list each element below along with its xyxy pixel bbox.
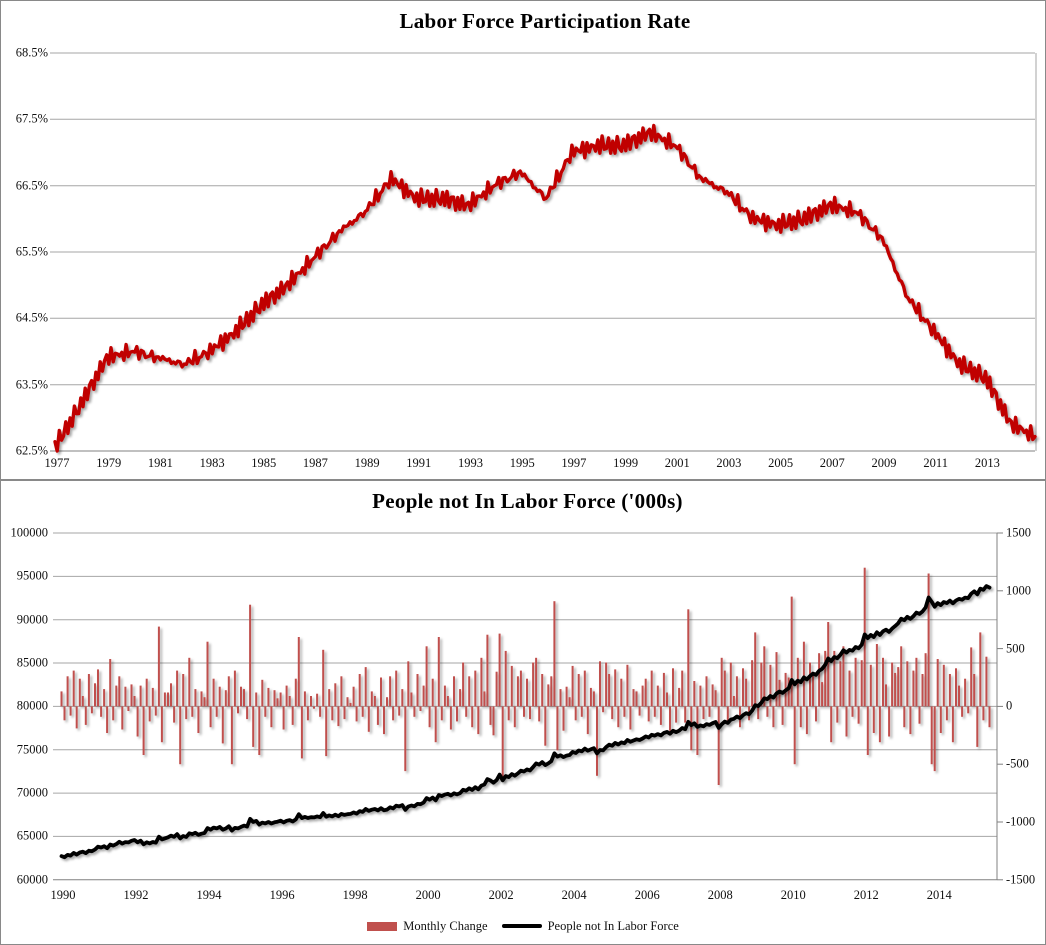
bottom-x-tick-label: 2010 — [780, 888, 806, 902]
top-x-tick-label: 1983 — [199, 456, 225, 470]
bottom-left-tick-label: 75000 — [16, 742, 48, 757]
top-x-tick-label: 1991 — [406, 456, 432, 470]
bottom-x-tick-label: 2002 — [488, 888, 514, 902]
legend-item-nilf-line: People not In Labor Force — [501, 918, 679, 934]
bottom-right-tick-label: -1000 — [1006, 814, 1036, 829]
bottom-left-tick-label: 60000 — [16, 872, 48, 887]
bottom-x-tick-label: 2006 — [634, 888, 660, 902]
top-x-tick-label: 1977 — [44, 456, 70, 470]
bottom-left-tick-label: 70000 — [16, 785, 48, 800]
nilf-line-swatch-icon — [501, 924, 542, 928]
bottom-x-tick-label: 1998 — [342, 888, 368, 902]
top-x-tick-label: 1995 — [509, 456, 535, 470]
top-y-tick-label: 67.5% — [15, 111, 48, 126]
top-y-tick-label: 65.5% — [15, 244, 48, 259]
top-y-tick-label: 64.5% — [15, 310, 48, 325]
top-y-tick-label: 63.5% — [15, 377, 48, 392]
bottom-x-tick-label: 2004 — [561, 888, 587, 902]
top-x-tick-label: 1993 — [458, 456, 483, 470]
legend: Monthly Change People not In Labor Force — [0, 916, 1046, 936]
top-x-tick-label: 1985 — [251, 456, 277, 470]
bottom-right-tick-label: 1500 — [1006, 525, 1031, 540]
bottom-right-tick-label: 1000 — [1006, 583, 1031, 598]
bottom-left-tick-label: 100000 — [10, 525, 49, 540]
bottom-x-tick-label: 1996 — [269, 888, 295, 902]
top-x-tick-label: 2013 — [974, 456, 1000, 470]
top-x-tick-label: 1997 — [561, 456, 587, 470]
monthly-change-swatch-icon — [367, 921, 398, 931]
legend-item-monthly-change: Monthly Change — [367, 918, 488, 934]
legend-line-label: People not In Labor Force — [547, 918, 679, 933]
top-chart-title: Labor Force Participation Rate — [399, 9, 691, 33]
top-x-tick-label: 2009 — [871, 456, 897, 470]
bottom-chart-panel — [0, 480, 1046, 945]
bottom-right-tick-label: 0 — [1006, 698, 1013, 713]
bottom-x-tick-label: 2012 — [853, 888, 879, 902]
bottom-left-tick-label: 65000 — [16, 828, 48, 843]
legend-bar-label: Monthly Change — [403, 918, 488, 933]
bottom-x-tick-label: 1994 — [196, 888, 222, 902]
bottom-x-tick-label: 2008 — [707, 888, 733, 902]
bottom-left-tick-label: 95000 — [16, 568, 48, 583]
top-x-tick-label: 1979 — [96, 456, 122, 470]
top-x-tick-label: 2007 — [819, 456, 845, 470]
top-y-tick-label: 66.5% — [15, 178, 48, 193]
top-x-tick-label: 1999 — [613, 456, 639, 470]
bottom-left-tick-label: 90000 — [16, 612, 48, 627]
bottom-right-tick-label: -500 — [1006, 756, 1029, 771]
top-y-tick-label: 62.5% — [15, 443, 48, 458]
bottom-x-tick-label: 2000 — [415, 888, 441, 902]
top-y-tick-label: 68.5% — [15, 45, 48, 60]
top-x-tick-label: 2001 — [664, 456, 690, 470]
top-x-tick-label: 1989 — [354, 456, 380, 470]
bottom-right-tick-label: 500 — [1006, 641, 1025, 656]
bottom-chart-title: People not In Labor Force ('000s) — [372, 489, 683, 513]
bottom-x-tick-label: 2014 — [926, 888, 952, 902]
top-chart-panel — [0, 0, 1046, 480]
top-x-tick-label: 2005 — [768, 456, 794, 470]
bottom-left-tick-label: 80000 — [16, 698, 48, 713]
top-x-tick-label: 2003 — [716, 456, 742, 470]
top-x-tick-label: 2011 — [923, 456, 948, 470]
bottom-x-tick-label: 1992 — [123, 888, 149, 902]
top-x-tick-label: 1987 — [302, 456, 328, 470]
bottom-right-tick-label: -1500 — [1006, 872, 1036, 887]
bottom-left-tick-label: 85000 — [16, 655, 48, 670]
bottom-x-tick-label: 1990 — [50, 888, 76, 902]
top-x-tick-label: 1981 — [147, 456, 173, 470]
